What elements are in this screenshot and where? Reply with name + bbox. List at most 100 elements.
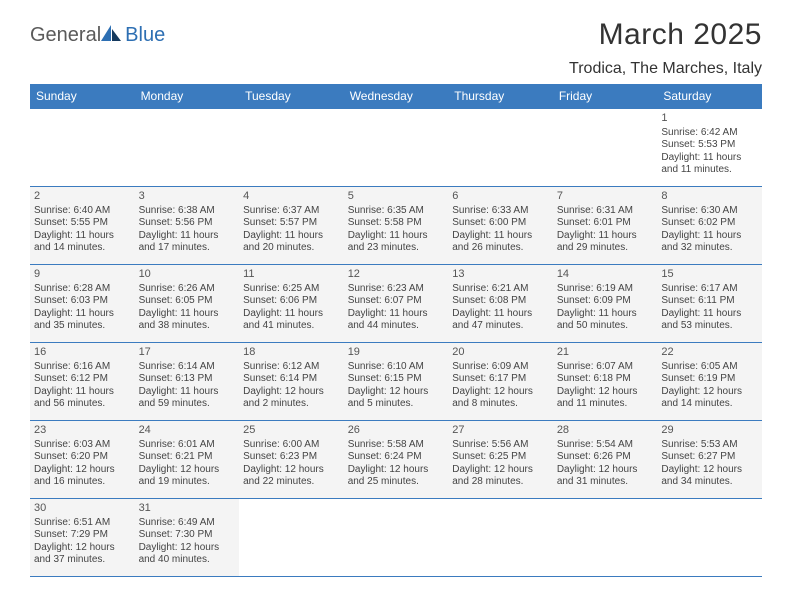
daylight1-text: Daylight: 11 hours xyxy=(452,230,549,243)
day-number: 27 xyxy=(452,424,549,438)
day-number: 8 xyxy=(661,190,758,204)
weekday-header: Wednesday xyxy=(344,84,449,109)
calendar-cell: 28Sunrise: 5:54 AMSunset: 6:26 PMDayligh… xyxy=(553,421,658,499)
day-number: 22 xyxy=(661,346,758,360)
calendar-week-row: 1Sunrise: 6:42 AMSunset: 5:53 PMDaylight… xyxy=(30,109,762,187)
calendar-cell xyxy=(657,499,762,577)
daylight2-text: and 19 minutes. xyxy=(139,476,236,489)
daylight2-text: and 8 minutes. xyxy=(452,398,549,411)
sunset-text: Sunset: 6:02 PM xyxy=(661,217,758,230)
sunset-text: Sunset: 6:12 PM xyxy=(34,373,131,386)
calendar-body: 1Sunrise: 6:42 AMSunset: 5:53 PMDaylight… xyxy=(30,109,762,577)
daylight1-text: Daylight: 12 hours xyxy=(452,386,549,399)
day-number: 23 xyxy=(34,424,131,438)
daylight1-text: Daylight: 11 hours xyxy=(452,308,549,321)
title-block: March 2025 xyxy=(599,18,762,52)
day-number: 28 xyxy=(557,424,654,438)
daylight2-text: and 44 minutes. xyxy=(348,320,445,333)
daylight1-text: Daylight: 11 hours xyxy=(661,308,758,321)
daylight1-text: Daylight: 11 hours xyxy=(34,308,131,321)
day-number: 30 xyxy=(34,502,131,516)
logo-sail-icon xyxy=(101,25,123,43)
sunrise-text: Sunrise: 6:09 AM xyxy=(452,361,549,374)
weekday-header-row: Sunday Monday Tuesday Wednesday Thursday… xyxy=(30,84,762,109)
day-number: 26 xyxy=(348,424,445,438)
day-number: 21 xyxy=(557,346,654,360)
location-label: Trodica, The Marches, Italy xyxy=(30,60,762,78)
sunrise-text: Sunrise: 6:38 AM xyxy=(139,205,236,218)
sunrise-text: Sunrise: 6:12 AM xyxy=(243,361,340,374)
daylight2-text: and 29 minutes. xyxy=(557,242,654,255)
day-number: 20 xyxy=(452,346,549,360)
calendar-week-row: 30Sunrise: 6:51 AMSunset: 7:29 PMDayligh… xyxy=(30,499,762,577)
daylight1-text: Daylight: 11 hours xyxy=(557,308,654,321)
daylight1-text: Daylight: 12 hours xyxy=(348,386,445,399)
sunset-text: Sunset: 6:26 PM xyxy=(557,451,654,464)
daylight1-text: Daylight: 11 hours xyxy=(661,230,758,243)
sunset-text: Sunset: 6:06 PM xyxy=(243,295,340,308)
daylight1-text: Daylight: 11 hours xyxy=(139,308,236,321)
calendar-cell xyxy=(553,109,658,187)
sunset-text: Sunset: 5:57 PM xyxy=(243,217,340,230)
sunrise-text: Sunrise: 6:42 AM xyxy=(661,127,758,140)
calendar-cell: 27Sunrise: 5:56 AMSunset: 6:25 PMDayligh… xyxy=(448,421,553,499)
daylight2-text: and 41 minutes. xyxy=(243,320,340,333)
sunrise-text: Sunrise: 6:31 AM xyxy=(557,205,654,218)
daylight2-text: and 53 minutes. xyxy=(661,320,758,333)
logo-text-blue: Blue xyxy=(125,24,165,47)
calendar-cell: 16Sunrise: 6:16 AMSunset: 6:12 PMDayligh… xyxy=(30,343,135,421)
sunrise-text: Sunrise: 6:35 AM xyxy=(348,205,445,218)
calendar-cell xyxy=(448,109,553,187)
sunset-text: Sunset: 6:14 PM xyxy=(243,373,340,386)
sunrise-text: Sunrise: 6:01 AM xyxy=(139,439,236,452)
day-number: 14 xyxy=(557,268,654,282)
daylight2-text: and 37 minutes. xyxy=(34,554,131,567)
daylight2-text: and 28 minutes. xyxy=(452,476,549,489)
calendar-cell xyxy=(344,499,449,577)
sunset-text: Sunset: 6:18 PM xyxy=(557,373,654,386)
daylight1-text: Daylight: 11 hours xyxy=(34,386,131,399)
daylight1-text: Daylight: 11 hours xyxy=(243,230,340,243)
daylight1-text: Daylight: 12 hours xyxy=(348,464,445,477)
day-number: 19 xyxy=(348,346,445,360)
day-number: 15 xyxy=(661,268,758,282)
calendar-cell xyxy=(448,499,553,577)
sunset-text: Sunset: 6:20 PM xyxy=(34,451,131,464)
daylight1-text: Daylight: 11 hours xyxy=(661,152,758,165)
calendar-cell: 26Sunrise: 5:58 AMSunset: 6:24 PMDayligh… xyxy=(344,421,449,499)
daylight1-text: Daylight: 11 hours xyxy=(34,230,131,243)
daylight2-text: and 35 minutes. xyxy=(34,320,131,333)
month-title: March 2025 xyxy=(599,18,762,52)
sunrise-text: Sunrise: 6:07 AM xyxy=(557,361,654,374)
calendar-week-row: 9Sunrise: 6:28 AMSunset: 6:03 PMDaylight… xyxy=(30,265,762,343)
weekday-header: Tuesday xyxy=(239,84,344,109)
sunrise-text: Sunrise: 6:16 AM xyxy=(34,361,131,374)
calendar-cell: 6Sunrise: 6:33 AMSunset: 6:00 PMDaylight… xyxy=(448,187,553,265)
sunrise-text: Sunrise: 6:30 AM xyxy=(661,205,758,218)
calendar-cell: 2Sunrise: 6:40 AMSunset: 5:55 PMDaylight… xyxy=(30,187,135,265)
sunset-text: Sunset: 5:56 PM xyxy=(139,217,236,230)
day-number: 17 xyxy=(139,346,236,360)
daylight2-text: and 23 minutes. xyxy=(348,242,445,255)
sunrise-text: Sunrise: 6:25 AM xyxy=(243,283,340,296)
daylight1-text: Daylight: 12 hours xyxy=(557,386,654,399)
day-number: 29 xyxy=(661,424,758,438)
sunset-text: Sunset: 6:13 PM xyxy=(139,373,236,386)
daylight1-text: Daylight: 12 hours xyxy=(557,464,654,477)
weekday-header: Saturday xyxy=(657,84,762,109)
daylight2-text: and 59 minutes. xyxy=(139,398,236,411)
calendar-cell xyxy=(344,109,449,187)
sunrise-text: Sunrise: 5:53 AM xyxy=(661,439,758,452)
daylight1-text: Daylight: 11 hours xyxy=(348,230,445,243)
sunrise-text: Sunrise: 5:56 AM xyxy=(452,439,549,452)
calendar-week-row: 16Sunrise: 6:16 AMSunset: 6:12 PMDayligh… xyxy=(30,343,762,421)
daylight2-text: and 25 minutes. xyxy=(348,476,445,489)
sunset-text: Sunset: 6:03 PM xyxy=(34,295,131,308)
calendar-cell: 17Sunrise: 6:14 AMSunset: 6:13 PMDayligh… xyxy=(135,343,240,421)
calendar-cell: 15Sunrise: 6:17 AMSunset: 6:11 PMDayligh… xyxy=(657,265,762,343)
daylight1-text: Daylight: 11 hours xyxy=(139,386,236,399)
logo-text-general: General xyxy=(30,24,101,47)
daylight2-text: and 17 minutes. xyxy=(139,242,236,255)
daylight2-text: and 14 minutes. xyxy=(661,398,758,411)
sunrise-text: Sunrise: 6:33 AM xyxy=(452,205,549,218)
